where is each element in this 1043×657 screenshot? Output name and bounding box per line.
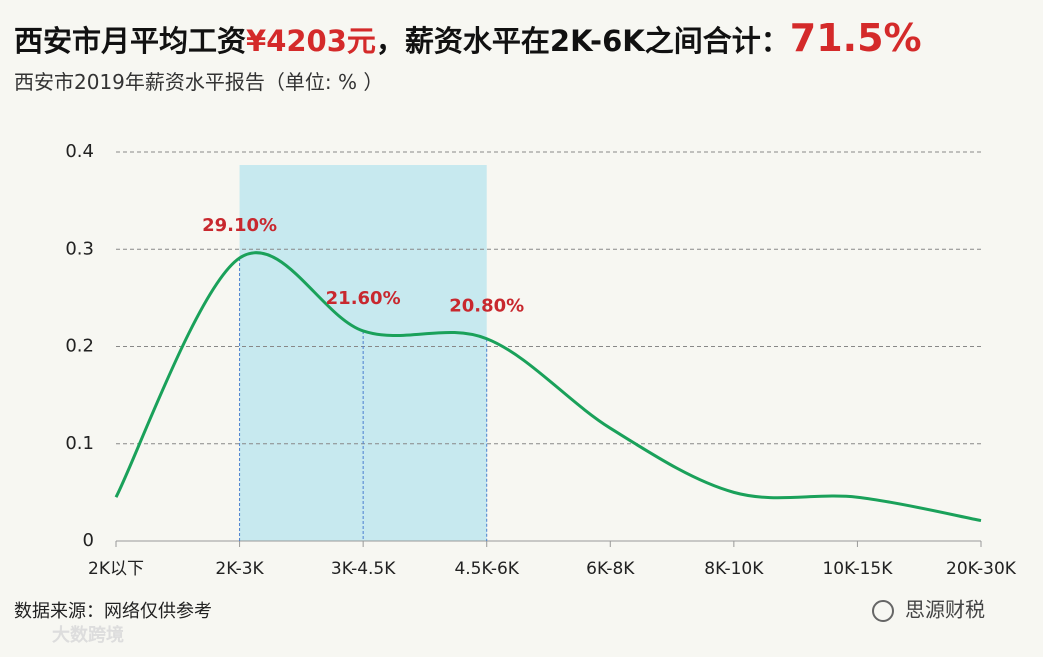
- title-part: 71.5%: [789, 16, 922, 60]
- x-tick-label: 6K-8K: [586, 559, 635, 579]
- data-label: 20.80%: [449, 296, 524, 317]
- title-part: ，薪资水平在2K-6K之间合计：: [375, 24, 790, 58]
- x-tick-label: 2K以下: [88, 559, 144, 579]
- watermark: 思源财税: [905, 598, 985, 622]
- x-tick-label: 4.5K-6K: [454, 559, 519, 579]
- line-series: [114, 251, 982, 523]
- x-tick-label: 3K-4.5K: [331, 559, 396, 579]
- title-part: 西安市月平均工资: [14, 24, 247, 58]
- chart-subtitle: 西安市2019年薪资水平报告（单位: % ）: [14, 70, 384, 94]
- x-tick-label: 8K-10K: [704, 559, 764, 579]
- y-tick-label: 0.2: [65, 336, 94, 357]
- x-tick-label: 10K-15K: [822, 559, 893, 579]
- y-tick-label: 0.4: [65, 141, 94, 162]
- data-label: 29.10%: [202, 215, 277, 236]
- title-part: ¥4203元: [246, 24, 376, 58]
- y-tick-label: 0.1: [65, 433, 94, 454]
- watermark: 大数跨境: [52, 624, 124, 646]
- y-tick-label: 0: [83, 530, 94, 551]
- x-tick-label: 20K-30K: [946, 559, 1017, 579]
- data-label: 21.60%: [326, 288, 401, 309]
- chart-title: 西安市月平均工资¥4203元，薪资水平在2K-6K之间合计：71.5%: [14, 16, 922, 60]
- watermark-icon: [872, 600, 894, 622]
- y-tick-label: 0.3: [65, 238, 94, 259]
- x-tick-label: 2K-3K: [215, 559, 264, 579]
- source-note: 数据来源：网络仅供参考: [14, 601, 212, 622]
